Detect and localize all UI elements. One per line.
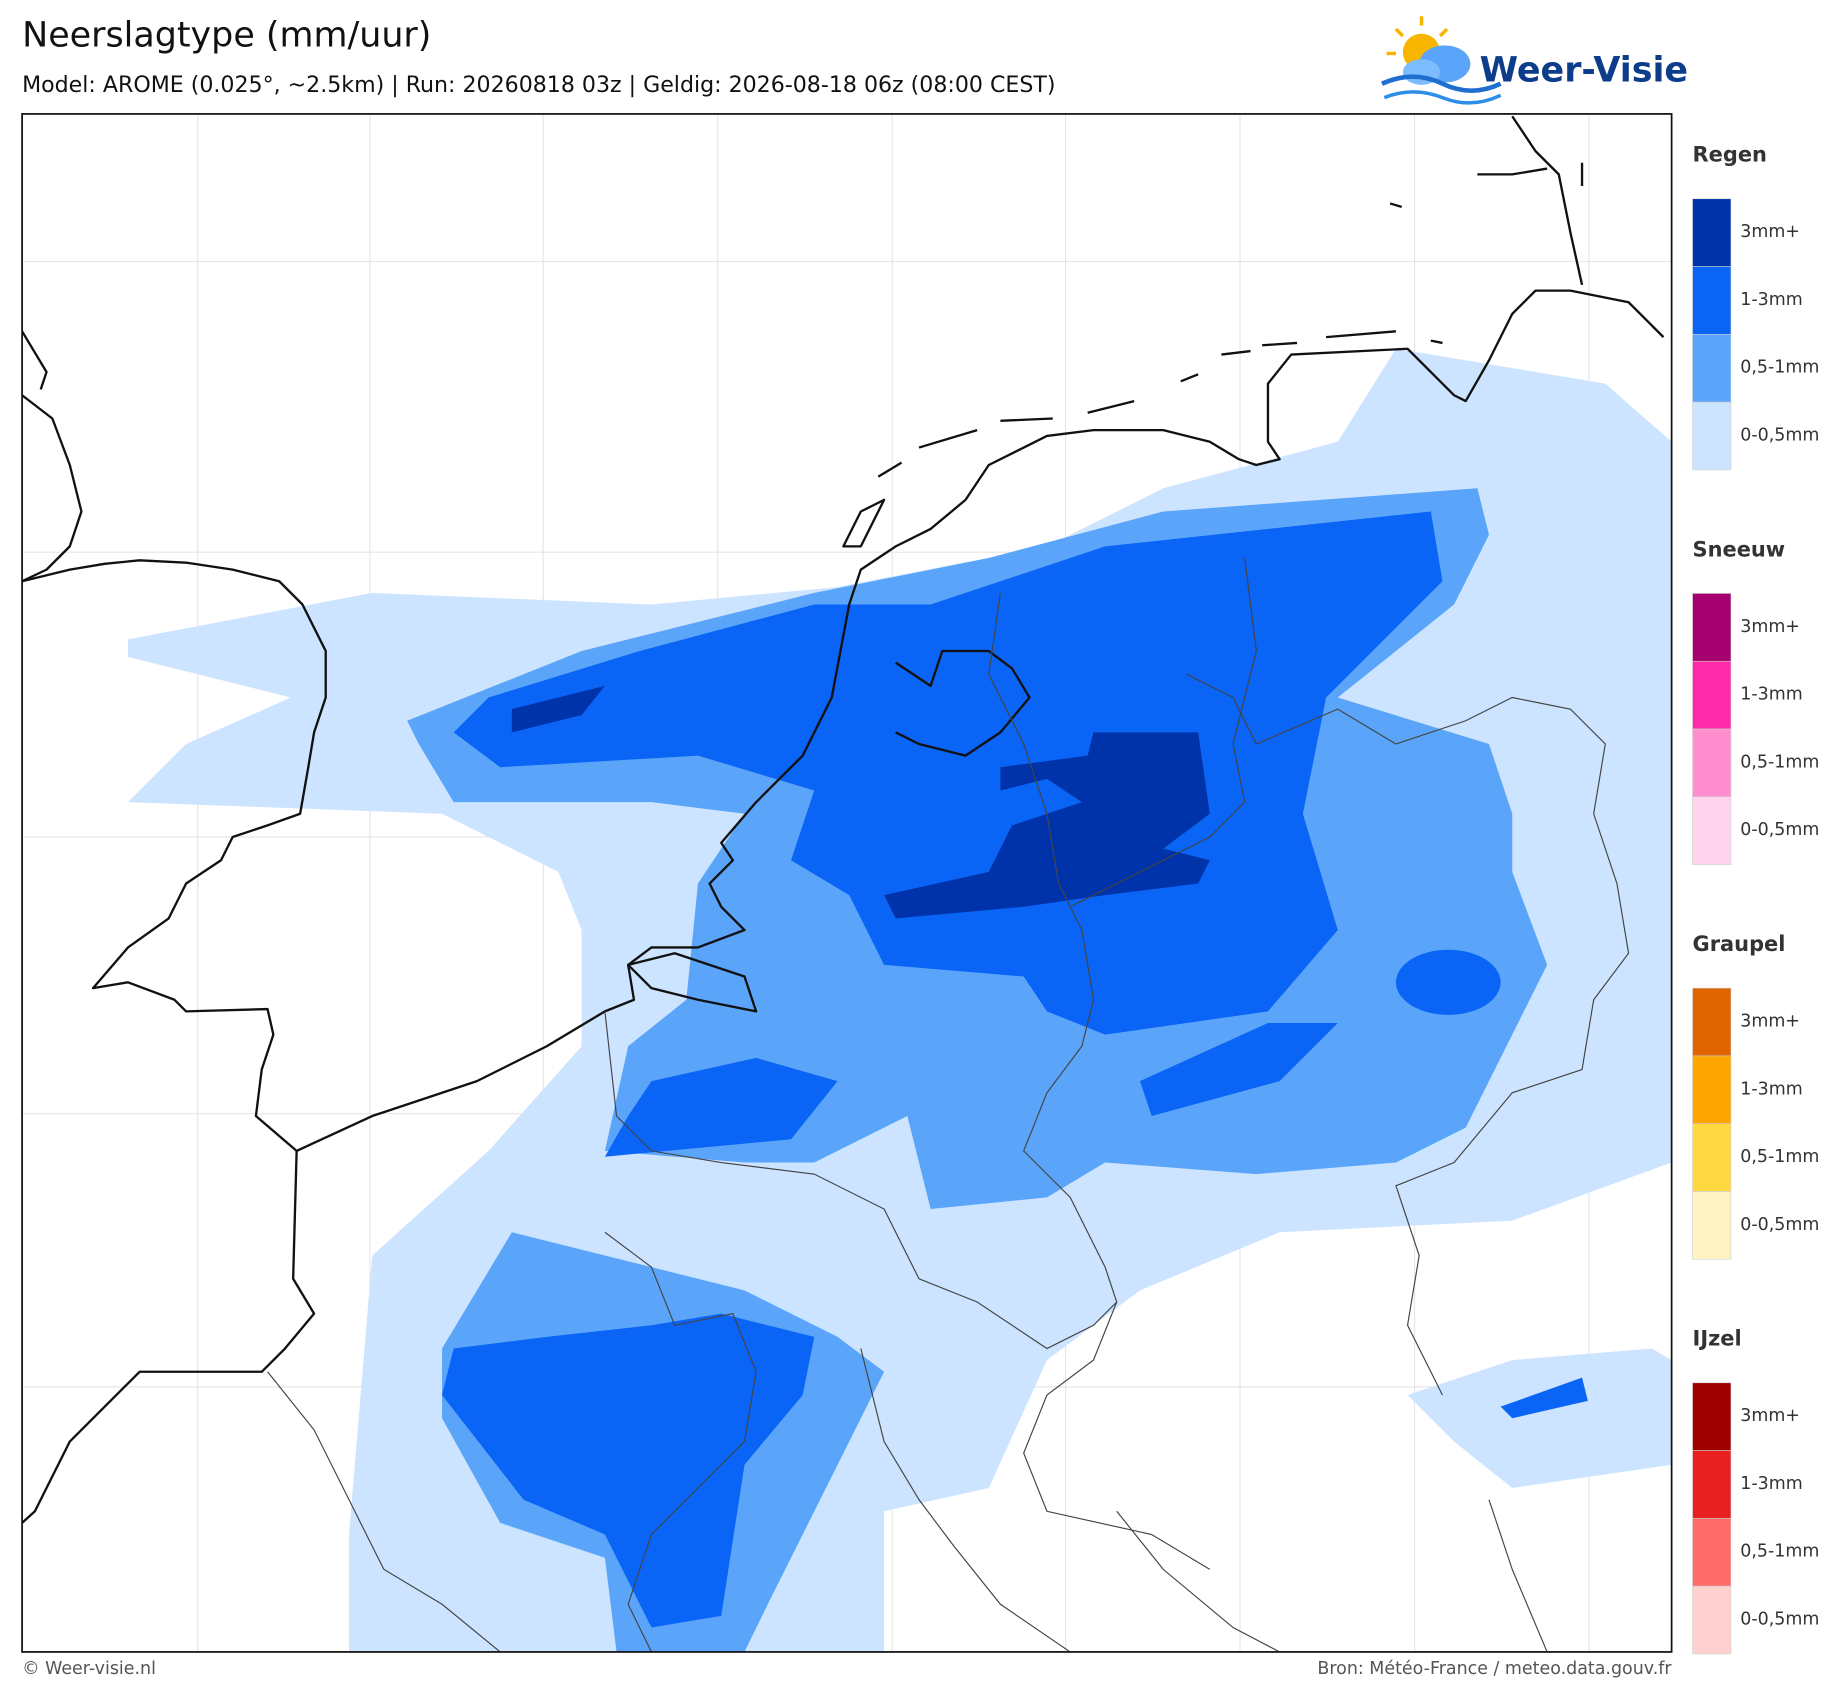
legend-swatch <box>1692 1191 1732 1260</box>
legend-label: 3mm+ <box>1740 222 1800 242</box>
legend-label: 3mm+ <box>1740 617 1800 637</box>
legend-swatch <box>1692 401 1732 471</box>
subtitle: Model: AROME (0.025°, ~2.5km) | Run: 202… <box>22 72 1055 98</box>
legend-label: 0,5-1mm <box>1740 752 1819 772</box>
legend-label: 0-0,5mm <box>1740 1610 1819 1630</box>
legend-label: 0-0,5mm <box>1740 425 1819 445</box>
legend-swatch <box>1692 1585 1732 1655</box>
legend-swatch <box>1692 198 1732 267</box>
legend-swatch <box>1692 796 1732 865</box>
legend-swatch <box>1692 1450 1732 1519</box>
legend-label: 1-3mm <box>1740 290 1802 310</box>
northern-coast <box>1389 162 1584 209</box>
logo-text: Weer-Visie <box>1480 50 1688 90</box>
legend-label: 0,5-1mm <box>1740 1147 1819 1167</box>
legend-label: 0,5-1mm <box>1740 358 1819 378</box>
legend-swatch <box>1692 266 1732 335</box>
legend-label: 0-0,5mm <box>1740 1215 1819 1235</box>
legend-swatch <box>1692 728 1732 798</box>
source: Bron: Météo-France / meteo.data.gouv.fr <box>1317 1659 1672 1679</box>
legend-label: 1-3mm <box>1740 1079 1802 1099</box>
borders <box>267 557 1630 1652</box>
legend-label: 0,5-1mm <box>1740 1542 1819 1562</box>
legend-swatch <box>1692 334 1732 403</box>
legend-swatch <box>1692 1055 1732 1124</box>
legend-title: Regen <box>1693 143 1767 167</box>
legend-title: Graupel <box>1693 932 1786 956</box>
legend-swatch <box>1692 1518 1732 1587</box>
legend-label: 1-3mm <box>1740 685 1802 705</box>
legend-swatch <box>1692 1382 1732 1451</box>
map <box>22 113 1672 1652</box>
legend: Regen 3mm+ 1-3mm 0,5-1mm 0-0,5mm Sneeuw 3mm+ 1-… <box>1692 143 1819 1655</box>
legend-title: IJzel <box>1693 1327 1742 1351</box>
legend-title: Sneeuw <box>1693 537 1786 561</box>
title: Neerslagtype (mm/uur) <box>22 16 431 56</box>
legend-label: 0-0,5mm <box>1740 820 1819 840</box>
legend-label: 1-3mm <box>1740 1474 1802 1494</box>
logo: Weer-Visie <box>1381 16 1688 105</box>
legend-swatch <box>1692 987 1732 1057</box>
legend-swatch <box>1692 1123 1732 1192</box>
legend-label: 3mm+ <box>1740 1406 1800 1426</box>
legend-swatch <box>1692 593 1732 662</box>
precipitation <box>127 348 1672 1652</box>
coastlines <box>22 115 1665 1524</box>
credit: © Weer-visie.nl <box>22 1659 156 1679</box>
legend-label: 3mm+ <box>1740 1012 1800 1032</box>
legend-swatch <box>1692 660 1732 730</box>
map-frame <box>21 113 1673 1653</box>
